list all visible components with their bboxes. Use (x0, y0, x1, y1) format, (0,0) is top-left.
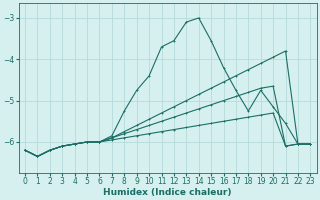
X-axis label: Humidex (Indice chaleur): Humidex (Indice chaleur) (103, 188, 232, 197)
